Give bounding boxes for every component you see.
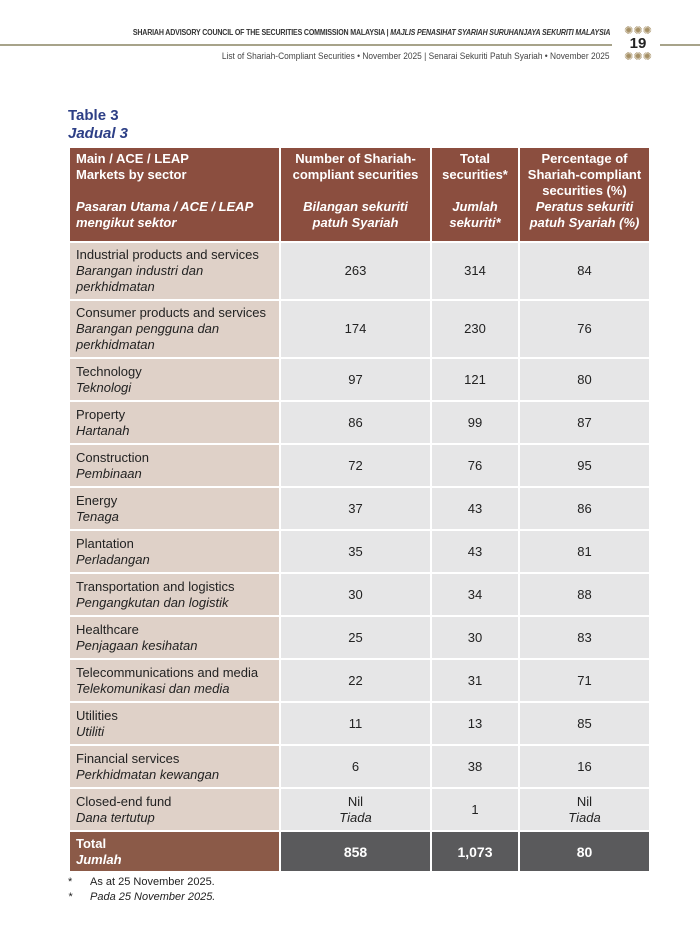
table-title: Table 3 (68, 107, 119, 124)
sector-cell: Financial services Perkhidmatan kewangan (68, 744, 281, 789)
percentage-cell: 71 (518, 658, 651, 703)
ornament-icon: ✺✺✺ (624, 51, 652, 63)
sector-cell: Energy Tenaga (68, 486, 281, 531)
table-row: Closed-end fund Dana tertutup Nil Tiada 1 … (68, 787, 651, 832)
sector-cell: Healthcare Penjagaan kesihatan (68, 615, 281, 660)
total-cell: 99 (430, 400, 520, 445)
percentage-cell: 95 (518, 443, 651, 488)
header-rule (660, 44, 700, 46)
compliant-cell: 86 (279, 400, 432, 445)
sector-cell: Closed-end fund Dana tertutup (68, 787, 281, 832)
column-header-compliant: Number of Shariah-compliant securities Bi… (279, 148, 432, 243)
ornament-icon: ✺✺✺ (624, 25, 652, 37)
sector-cell: Utilities Utiliti (68, 701, 281, 746)
header-subtitle: List of Shariah-Compliant Securities • N… (222, 51, 610, 62)
sector-table: Main / ACE / LEAP Markets by sector Pasar… (68, 148, 651, 873)
total-cell: 43 (430, 529, 520, 574)
compliant-cell: 263 (279, 241, 432, 301)
footnote: * Pada 25 November 2025. (68, 891, 216, 903)
compliant-cell: Nil Tiada (279, 787, 432, 832)
sector-cell: Transportation and logistics Pengangkutan… (68, 572, 281, 617)
compliant-cell: 72 (279, 443, 432, 488)
total-label: Total Jumlah (68, 830, 281, 873)
percentage-cell: 81 (518, 529, 651, 574)
compliant-cell: 97 (279, 357, 432, 402)
total-cell: 121 (430, 357, 520, 402)
total-percentage: 80 (518, 830, 651, 873)
page-number-badge: ✺✺✺ 19 ✺✺✺ (618, 26, 658, 66)
sector-cell: Consumer products and services Barangan p… (68, 299, 281, 359)
percentage-cell: Nil Tiada (518, 787, 651, 832)
compliant-cell: 6 (279, 744, 432, 789)
compliant-cell: 22 (279, 658, 432, 703)
compliant-cell: 174 (279, 299, 432, 359)
table-row: Transportation and logistics Pengangkutan… (68, 572, 651, 617)
sector-cell: Telecommunications and media Telekomunika… (68, 658, 281, 703)
total-row: Total Jumlah 858 1,073 80 (68, 830, 651, 873)
total-securities: 1,073 (430, 830, 520, 873)
sector-cell: Plantation Perladangan (68, 529, 281, 574)
compliant-cell: 30 (279, 572, 432, 617)
table-row: Telecommunications and media Telekomunika… (68, 658, 651, 703)
percentage-cell: 84 (518, 241, 651, 301)
percentage-cell: 80 (518, 357, 651, 402)
column-header-percentage: Percentage of Shariah-compliant securiti… (518, 148, 651, 243)
compliant-cell: 37 (279, 486, 432, 531)
percentage-cell: 16 (518, 744, 651, 789)
total-cell: 43 (430, 486, 520, 531)
table-row: Healthcare Penjagaan kesihatan 25 30 83 (68, 615, 651, 660)
separator: | (386, 27, 389, 37)
table-row: Energy Tenaga 37 43 86 (68, 486, 651, 531)
table-row: Utilities Utiliti 11 13 85 (68, 701, 651, 746)
sector-cell: Industrial products and services Barangan… (68, 241, 281, 301)
percentage-cell: 87 (518, 400, 651, 445)
total-cell: 38 (430, 744, 520, 789)
table-row: Plantation Perladangan 35 43 81 (68, 529, 651, 574)
total-cell: 230 (430, 299, 520, 359)
org-name-ms: MAJLIS PENASIHAT SYARIAH SURUHANJAYA SEK… (389, 27, 610, 37)
column-header-total: Total securities* Jumlah sekuriti* (430, 148, 520, 243)
table-title-ms: Jadual 3 (68, 125, 129, 142)
total-cell: 314 (430, 241, 520, 301)
footnote: * As at 25 November 2025. (68, 876, 215, 888)
sector-cell: Construction Pembinaan (68, 443, 281, 488)
sector-cell: Property Hartanah (68, 400, 281, 445)
header-organization: SHARIAH ADVISORY COUNCIL OF THE SECURITI… (132, 27, 610, 37)
table-row: Financial services Perkhidmatan kewangan … (68, 744, 651, 789)
table-row: Consumer products and services Barangan p… (68, 299, 651, 359)
table-row: Construction Pembinaan 72 76 95 (68, 443, 651, 488)
sector-cell: Technology Teknologi (68, 357, 281, 402)
compliant-cell: 11 (279, 701, 432, 746)
percentage-cell: 86 (518, 486, 651, 531)
column-header-sector: Main / ACE / LEAP Markets by sector Pasar… (68, 148, 281, 243)
org-name-en: SHARIAH ADVISORY COUNCIL OF THE SECURITI… (132, 27, 385, 37)
percentage-cell: 88 (518, 572, 651, 617)
compliant-cell: 25 (279, 615, 432, 660)
total-cell: 34 (430, 572, 520, 617)
percentage-cell: 76 (518, 299, 651, 359)
table-row: Industrial products and services Barangan… (68, 241, 651, 301)
percentage-cell: 83 (518, 615, 651, 660)
table-row: Property Hartanah 86 99 87 (68, 400, 651, 445)
percentage-cell: 85 (518, 701, 651, 746)
compliant-cell: 35 (279, 529, 432, 574)
total-cell: 30 (430, 615, 520, 660)
page-number: 19 (629, 35, 647, 52)
table-row: Technology Teknologi 97 121 80 (68, 357, 651, 402)
header-rule (0, 44, 612, 46)
total-cell: 76 (430, 443, 520, 488)
total-cell: 31 (430, 658, 520, 703)
total-cell: 13 (430, 701, 520, 746)
total-compliant: 858 (279, 830, 432, 873)
total-cell: 1 (430, 787, 520, 832)
